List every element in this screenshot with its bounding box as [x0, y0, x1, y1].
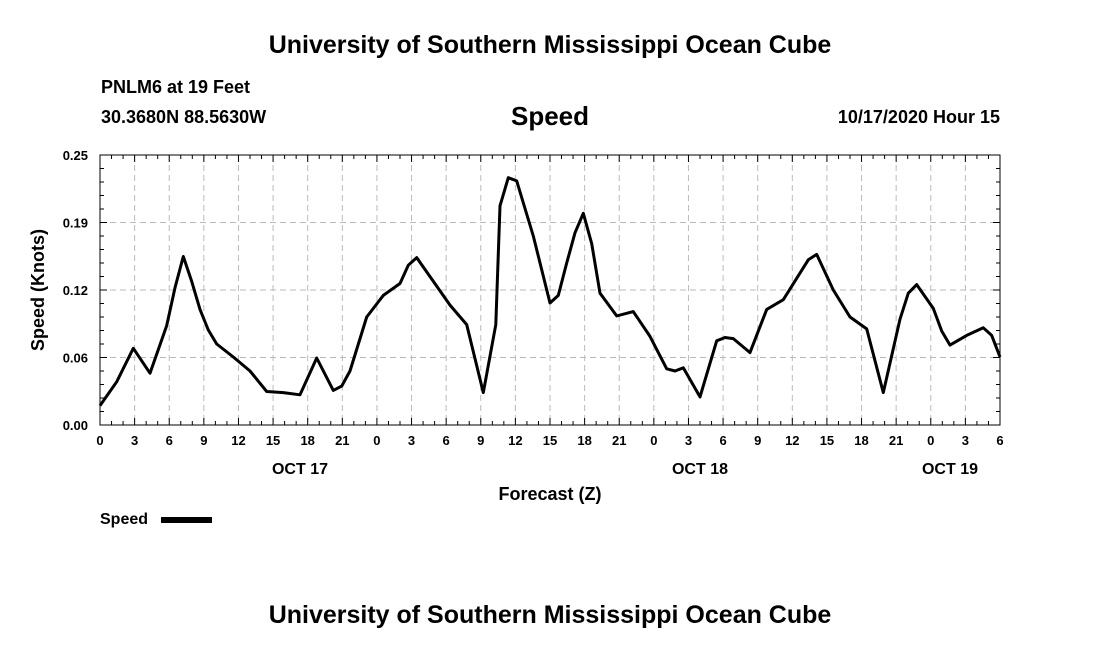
x-tick-label: 21 [889, 433, 903, 448]
station-coordinates: 30.3680N 88.5630W [101, 107, 267, 127]
x-tick-label: 6 [996, 433, 1003, 448]
grid-lines [100, 155, 1000, 425]
x-tick-label: 3 [408, 433, 415, 448]
y-tick-label: 0.12 [63, 283, 88, 298]
y-tick-label: 0.00 [63, 418, 88, 433]
y-axis-label: Speed (Knots) [28, 229, 48, 351]
x-tick-label: 15 [266, 433, 280, 448]
y-tick-label: 0.19 [63, 216, 88, 231]
x-tick-label: 6 [443, 433, 450, 448]
x-tick-label: 0 [96, 433, 103, 448]
series-line-speed [98, 176, 1002, 407]
x-tick-label: 3 [685, 433, 692, 448]
legend-label: Speed [100, 511, 148, 528]
x-tick-label: 15 [820, 433, 834, 448]
x-tick-label: 0 [650, 433, 657, 448]
x-tick-label: 0 [373, 433, 380, 448]
x-axis-label: Forecast (Z) [498, 484, 601, 504]
date-label: OCT 17 [272, 461, 328, 478]
plot-title: Speed [510, 101, 590, 131]
footer-title: University of Southern Mississippi Ocean… [268, 601, 832, 629]
x-tick-label: 9 [754, 433, 761, 448]
page-title: University of Southern Mississippi Ocean… [268, 31, 832, 59]
legend-swatch [161, 517, 212, 523]
date-label: OCT 18 [672, 461, 728, 478]
axis-tick-labels: 0 3 6 9 12 15 18 21 0 3 6 9 12 15 18 21 0 3 6 9 12 15 18 21 0 3 6 0… [63, 148, 1004, 478]
x-tick-label: 6 [166, 433, 173, 448]
axis-ticks [99, 154, 1001, 426]
x-tick-label: 3 [131, 433, 138, 448]
date-label: OCT 19 [922, 461, 978, 478]
y-tick-label: 0.06 [63, 351, 88, 366]
x-tick-label: 18 [854, 433, 868, 448]
x-tick-label: 12 [508, 433, 522, 448]
forecast-datetime: 10/17/2020 Hour 15 [837, 107, 1000, 127]
x-tick-label: 6 [719, 433, 726, 448]
x-tick-label: 12 [785, 433, 799, 448]
station-name: PNLM6 at 19 Feet [101, 77, 251, 97]
x-tick-label: 12 [231, 433, 245, 448]
x-tick-label: 9 [200, 433, 207, 448]
x-tick-label: 18 [300, 433, 314, 448]
x-tick-label: 15 [543, 433, 557, 448]
x-tick-label: 0 [927, 433, 934, 448]
x-tick-label: 21 [612, 433, 626, 448]
x-tick-label: 9 [477, 433, 484, 448]
x-tick-label: 21 [335, 433, 349, 448]
x-tick-label: 18 [577, 433, 591, 448]
y-tick-label: 0.25 [63, 148, 88, 163]
x-tick-label: 3 [962, 433, 969, 448]
